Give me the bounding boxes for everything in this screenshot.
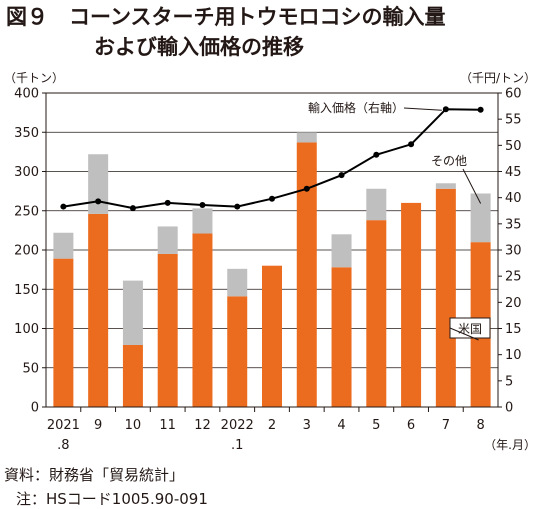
right-tick-label: 35 (505, 217, 522, 232)
bar-other (122, 280, 143, 345)
bar-other (296, 132, 317, 143)
left-axis-unit: （千トン） (4, 71, 64, 85)
price-line (63, 108, 481, 210)
x-axis-unit: （年.月） (484, 438, 536, 452)
price-label-leader (403, 107, 442, 111)
price-point (95, 198, 102, 205)
bar-us (331, 267, 352, 407)
us-label-leader (449, 327, 479, 341)
left-tick-label: 400 (14, 87, 39, 102)
other-series-label: その他 (431, 154, 467, 168)
source-note: 資料：財務省「貿易統計」 (4, 466, 185, 484)
bar-us (157, 253, 178, 407)
right-axis-unit: （千円/トン） (460, 71, 536, 85)
left-tick-label: 250 (14, 204, 39, 219)
chart-title-line-2: および輸入価格の推移 (94, 35, 304, 59)
bar-us (401, 202, 422, 407)
x-tick-label: 9 (94, 418, 102, 433)
bar-other (366, 188, 387, 221)
bar-us (53, 258, 74, 407)
x-tick-label: 6 (407, 418, 415, 433)
price-point (303, 185, 310, 192)
price-point (477, 106, 484, 113)
left-tick-label: 100 (14, 322, 39, 337)
bar-other (157, 226, 178, 254)
right-tick-label: 10 (505, 348, 522, 363)
bar-us (366, 220, 387, 407)
price-point (408, 141, 415, 148)
hs-code-note: 注：HSコード1005.90-091 (16, 490, 208, 508)
bar-other (435, 183, 456, 189)
x-tick-label: 5 (372, 418, 380, 433)
x-tick-label: .1 (231, 438, 243, 453)
bar-other (88, 154, 109, 214)
left-tick-label: 50 (22, 361, 39, 376)
price-point (60, 203, 67, 210)
bar-other (227, 268, 248, 297)
right-tick-label: 50 (505, 139, 522, 154)
left-tick-label: 150 (14, 283, 39, 298)
bar-us (262, 265, 282, 407)
right-tick-label: 15 (505, 322, 522, 337)
x-tick-label: 3 (303, 418, 311, 433)
right-tick-label: 45 (505, 165, 522, 180)
x-tick-label: 12 (194, 418, 211, 433)
bar-other (192, 208, 213, 234)
bar-other (53, 232, 74, 259)
right-tick-label: 40 (505, 191, 522, 206)
price-point (164, 199, 171, 206)
x-tick-label: 11 (159, 418, 176, 433)
x-tick-label: 7 (442, 418, 450, 433)
right-tick-label: 60 (505, 87, 522, 102)
price-point (269, 195, 275, 202)
bar-us (296, 142, 317, 407)
price-point (373, 151, 380, 158)
right-tick-label: 30 (505, 244, 522, 259)
bar-us (227, 296, 248, 407)
price-point (234, 203, 241, 210)
other-label-leader (462, 168, 482, 204)
left-tick-label: 200 (14, 244, 39, 259)
left-tick-label: 0 (31, 401, 39, 416)
right-tick-label: 55 (505, 113, 522, 128)
right-tick-label: 20 (505, 296, 522, 311)
chart-title: 図９ コーンスターチ用トウモロコシの輸入量 および輸入価格の推移 (6, 2, 536, 62)
price-point (129, 205, 136, 212)
bar-other (331, 234, 352, 268)
bar-us (122, 344, 143, 407)
price-point (338, 172, 345, 179)
x-tick-label: 2021 (47, 418, 80, 433)
price-point (442, 106, 449, 113)
chart-title-line-1: 図９ コーンスターチ用トウモロコシの輸入量 (6, 5, 446, 29)
price-line-label: 輸入価格（右軸） (308, 100, 404, 115)
bar-us (192, 233, 213, 407)
x-tick-label: 4 (337, 418, 345, 433)
x-tick-label: 2022 (221, 418, 254, 433)
x-tick-label: .8 (57, 438, 69, 453)
left-tick-label: 350 (14, 126, 39, 141)
us-series-label: 米国 (458, 322, 482, 336)
right-tick-label: 0 (505, 401, 513, 416)
x-tick-label: 10 (125, 418, 142, 433)
left-tick-label: 300 (14, 165, 39, 180)
bar-other (470, 193, 491, 243)
right-tick-label: 5 (505, 374, 513, 389)
x-tick-label: 8 (476, 418, 484, 433)
x-tick-label: 2 (268, 418, 276, 433)
bar-us (88, 213, 109, 407)
right-tick-label: 25 (505, 270, 522, 285)
price-point (199, 201, 206, 208)
bar-us (435, 188, 456, 407)
